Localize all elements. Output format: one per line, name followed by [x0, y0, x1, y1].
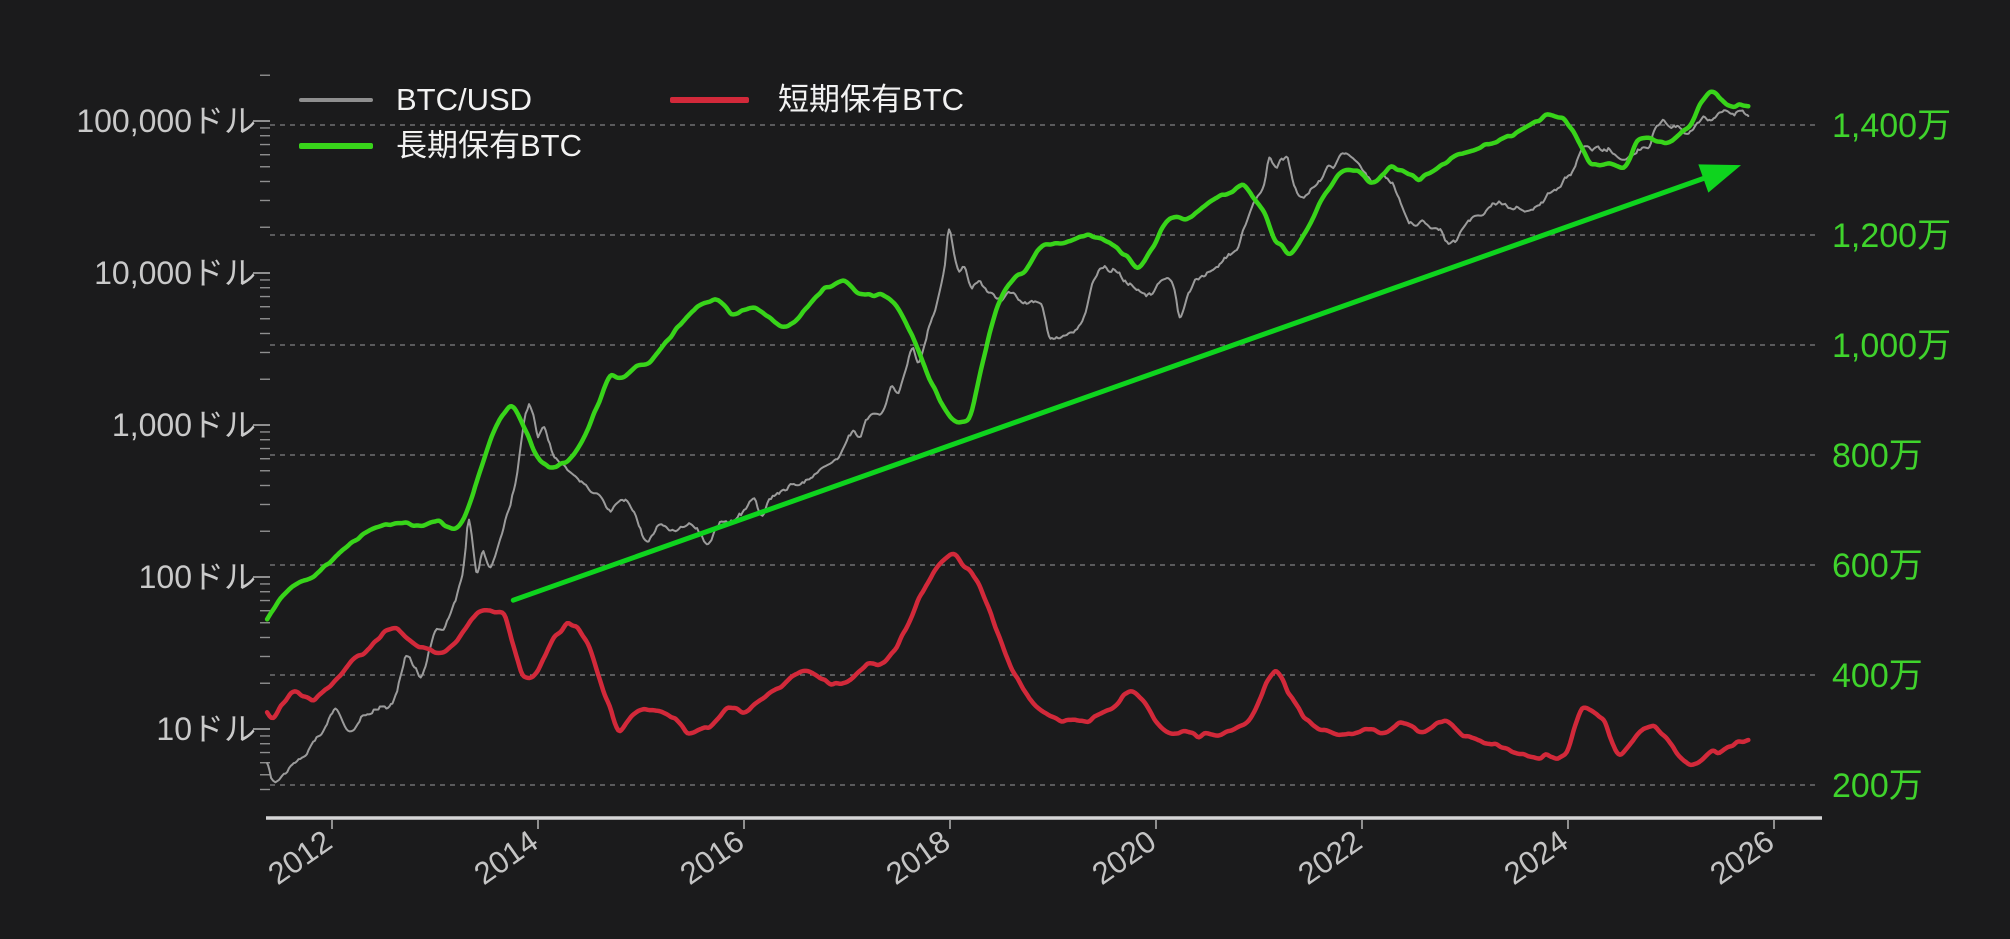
legend-swatch-btc-usd: [299, 98, 373, 102]
y-left-tick-label: 100,000ドル: [76, 103, 256, 139]
y-left-tick-label: 1,000ドル: [112, 407, 256, 443]
y-right-tick-label: 800万: [1832, 437, 1923, 475]
y-right-tick-label: 200万: [1832, 767, 1923, 805]
y-left-tick-label: 100ドル: [139, 559, 256, 595]
btc-usd-line: [266, 109, 1750, 784]
y-left-tick-label: 10ドル: [156, 711, 256, 747]
y-right-tick-label: 1,200万: [1832, 217, 1951, 255]
short-term-holder-line: [264, 551, 1751, 768]
y-left-tick-label: 10,000ドル: [94, 255, 256, 291]
y-right-tick-label: 1,000万: [1832, 327, 1951, 365]
y-right-tick-label: 600万: [1832, 547, 1923, 585]
legend-swatch-long-term: [299, 143, 373, 149]
y-right-tick-label: 1,400万: [1832, 107, 1951, 145]
y-right-tick-label: 400万: [1832, 657, 1923, 695]
trend-arrow-head: [1698, 164, 1742, 193]
trend-arrow-shaft: [510, 174, 1712, 603]
long-term-holder-line: [264, 89, 1751, 622]
legend-swatch-short-term: [670, 97, 749, 103]
